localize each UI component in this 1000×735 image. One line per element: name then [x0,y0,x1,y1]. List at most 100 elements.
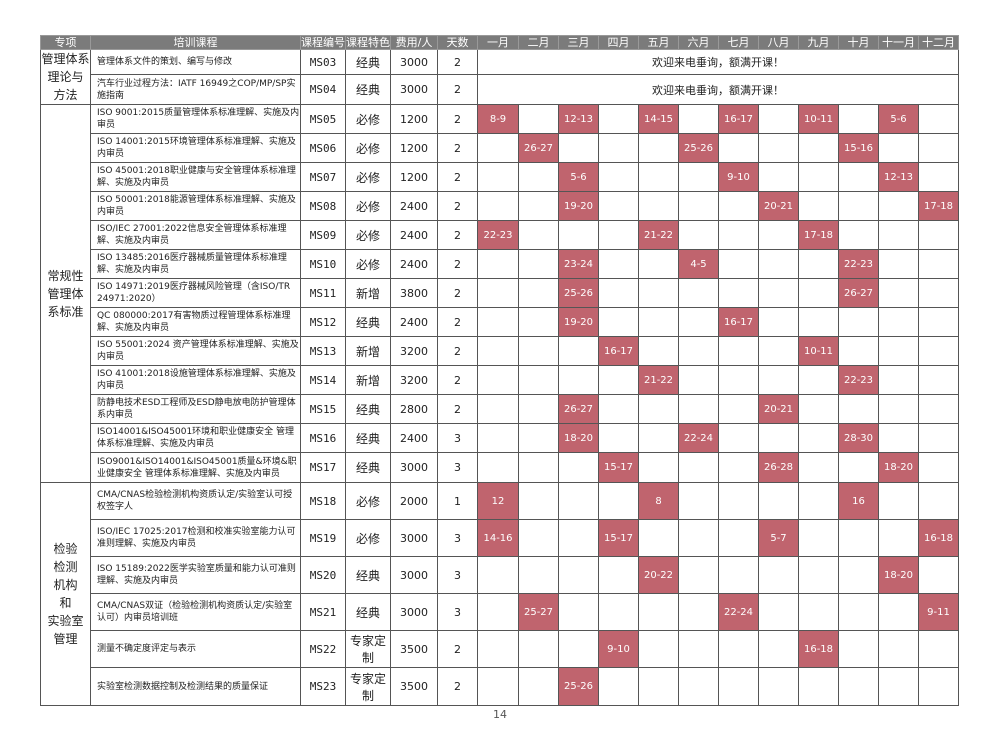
course-code: MS10 [300,249,346,279]
category-label-line: 管理体系 [41,52,90,66]
empty-month-cell [918,162,959,192]
table-row: ISO 14971:2019医疗器械风险管理（含ISO/TR 24971:202… [41,278,959,308]
course-code: MS11 [300,278,346,308]
empty-month-cell [718,452,759,483]
course-fee: 3000 [390,48,438,76]
empty-month-cell [918,452,959,483]
column-header: 七月 [718,35,759,50]
course-fee: 2000 [390,482,438,520]
empty-month-cell [598,104,639,134]
scheduled-date-cell: 12-13 [878,162,919,192]
table-row: 检验 检测 机构和实验室 管理 CMA/CNAS检验检测机构资质认定/实验室认可授权签字… [40,482,959,706]
empty-month-cell [758,162,799,192]
empty-month-cell [838,519,879,557]
empty-month-cell [477,133,519,163]
course-name: ISO 41001:2018设施管理体系标准理解、实施及内审员 [90,365,301,395]
empty-month-cell [678,519,719,557]
course-name: ISO 50001:2018能源管理体系标准理解、实施及内审员 [90,191,301,221]
course-code: MS12 [300,307,346,337]
course-name: ISO/IEC 27001:2022信息安全管理体系标准理解、实施及内审员 [90,220,301,250]
scheduled-date-cell: 22-23 [477,220,519,250]
empty-month-cell [838,220,879,250]
empty-month-cell [758,556,799,594]
empty-month-cell [878,133,919,163]
course-fee: 3200 [390,336,438,366]
course-feature: 必修 [345,519,391,557]
course-fee: 3000 [390,452,438,483]
scheduled-date-cell: 25-27 [518,593,559,631]
column-header: 费用/人 [390,35,438,50]
empty-month-cell [518,519,559,557]
course-days: 2 [437,278,478,308]
course-name: CMA/CNAS双证（检验检测机构资质认定/实验室认可）内审员培训班 [90,593,301,631]
table-row: 测量不确定度评定与表示 MS22 专家定制 3500 2 9-10 16-18 [41,630,959,668]
course-fee: 2400 [390,220,438,250]
course-days: 3 [437,556,478,594]
course-feature: 新增 [345,278,391,308]
scheduled-date-cell: 20-21 [758,191,799,221]
empty-month-cell [878,667,919,706]
empty-month-cell [518,104,559,134]
empty-month-cell [678,482,719,520]
course-days: 2 [437,191,478,221]
empty-month-cell [758,482,799,520]
scheduled-date-cell: 10-11 [798,104,839,134]
empty-month-cell [718,365,759,395]
empty-month-cell [838,593,879,631]
empty-month-cell [598,556,639,594]
empty-month-cell [798,249,839,279]
scheduled-date-cell: 19-20 [558,191,599,221]
empty-month-cell [718,519,759,557]
course-name: QC 080000:2017有害物质过程管理体系标准理解、实施及内审员 [90,307,301,337]
column-header: 课程特色 [345,35,391,50]
empty-month-cell [918,482,959,520]
empty-month-cell [477,394,519,424]
course-code: MS14 [300,365,346,395]
empty-month-cell [477,162,519,192]
empty-month-cell [638,423,679,453]
empty-month-cell [758,336,799,366]
course-feature: 必修 [345,133,391,163]
inquiry-note: 欢迎来电垂询，额满开课！ [477,74,959,105]
course-code: MS08 [300,191,346,221]
category-label-line: 常规性 [47,268,84,283]
course-name: 管理体系文件的策划、编写与修改 [90,48,301,76]
scheduled-date-cell: 26-28 [758,452,799,483]
empty-month-cell [798,482,839,520]
table-row: 防静电技术ESD工程师及ESD静电放电防护管理体系内审员 MS15 经典 2800 2 2… [41,394,959,424]
empty-month-cell [638,336,679,366]
course-fee: 3000 [390,519,438,557]
scheduled-date-cell: 26-27 [558,394,599,424]
empty-month-cell [718,133,759,163]
empty-month-cell [558,336,599,366]
table-row: ISO 55001:2024 资产管理体系标准理解、实施及内审员 MS13 新增 32… [41,336,959,366]
course-feature: 必修 [345,191,391,221]
column-header: 培训课程 [90,35,301,50]
course-fee: 3500 [390,630,438,668]
category-cell: 检验 检测 机构和实验室 管理 [40,482,91,706]
scheduled-date-cell: 21-22 [638,220,679,250]
empty-month-cell [678,220,719,250]
empty-month-cell [598,394,639,424]
empty-month-cell [838,556,879,594]
empty-month-cell [758,593,799,631]
empty-month-cell [558,519,599,557]
course-feature: 专家定制 [345,630,391,668]
course-days: 2 [437,394,478,424]
scheduled-date-cell: 22-23 [838,365,879,395]
course-code: MS23 [300,667,346,706]
empty-month-cell [878,278,919,308]
empty-month-cell [838,307,879,337]
course-code: MS15 [300,394,346,424]
empty-month-cell [758,278,799,308]
scheduled-date-cell: 15-16 [838,133,879,163]
scheduled-date-cell: 16-17 [718,307,759,337]
category-cell: 管理体系 理论与 方法 [40,49,91,105]
empty-month-cell [598,162,639,192]
course-feature: 经典 [345,307,391,337]
course-name: ISO 15189:2022医学实验室质量和能力认可准则理解、实施及内审员 [90,556,301,594]
empty-month-cell [558,556,599,594]
course-code: MS21 [300,593,346,631]
empty-month-cell [918,365,959,395]
course-name: ISO 14971:2019医疗器械风险管理（含ISO/TR 24971:202… [90,278,301,308]
